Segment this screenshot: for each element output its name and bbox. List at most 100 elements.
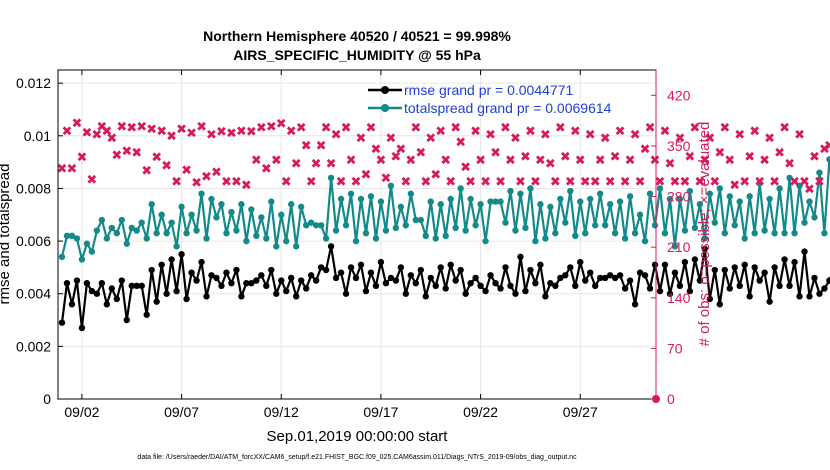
series-point bbox=[347, 190, 355, 197]
series-point bbox=[148, 201, 155, 208]
series-point bbox=[198, 258, 205, 266]
series-point bbox=[771, 229, 778, 237]
obs-count-marker: ✖ bbox=[719, 121, 730, 136]
series-point bbox=[626, 193, 634, 200]
series-point bbox=[796, 293, 803, 300]
series-point bbox=[437, 201, 444, 208]
obs-count-marker: ✖ bbox=[560, 150, 571, 165]
series-point bbox=[651, 261, 659, 268]
series-point bbox=[293, 293, 300, 300]
series-point bbox=[721, 229, 728, 237]
series-point bbox=[527, 185, 534, 192]
series-point bbox=[437, 264, 444, 271]
series-point bbox=[691, 224, 699, 232]
series-point bbox=[447, 261, 454, 268]
series-point bbox=[696, 277, 704, 284]
series-point bbox=[806, 198, 813, 205]
series-point bbox=[337, 195, 345, 203]
series-point bbox=[213, 214, 220, 221]
obs-count-marker: ✖ bbox=[679, 175, 690, 190]
chart-title-line2: AIRS_SPECIFIC_HUMIDITY @ 55 hPa bbox=[233, 47, 481, 63]
series-point bbox=[183, 295, 190, 303]
series-point bbox=[168, 219, 175, 226]
obs-count-marker: ✖ bbox=[630, 128, 641, 143]
series-point bbox=[88, 287, 96, 295]
obs-count-marker: ✖ bbox=[111, 148, 122, 163]
series-point bbox=[372, 282, 380, 290]
series-point bbox=[761, 227, 768, 234]
obs-count-marker: ✖ bbox=[660, 124, 671, 139]
obs-count-marker: ✖ bbox=[256, 121, 267, 136]
series-point bbox=[93, 290, 101, 297]
obs-count-marker: ✖ bbox=[435, 124, 446, 139]
series-point bbox=[123, 240, 130, 247]
series-point bbox=[517, 190, 524, 197]
obs-count-marker: ✖ bbox=[231, 175, 242, 190]
series-point bbox=[422, 293, 429, 300]
series-point bbox=[158, 211, 165, 218]
series-point bbox=[228, 279, 235, 287]
x-tick-label: 09/07 bbox=[164, 404, 199, 420]
obs-count-marker: ✖ bbox=[809, 150, 820, 165]
series-point bbox=[357, 195, 365, 203]
series-point bbox=[263, 282, 270, 290]
series-point bbox=[786, 174, 793, 182]
series-point bbox=[487, 272, 494, 279]
series-point bbox=[113, 295, 121, 303]
series-point bbox=[88, 248, 96, 255]
series-point bbox=[233, 227, 240, 234]
series-point bbox=[123, 316, 130, 324]
series-point bbox=[621, 235, 629, 242]
series-point bbox=[133, 227, 140, 234]
obs-count-marker: ✖ bbox=[575, 153, 586, 168]
series-point bbox=[193, 227, 200, 234]
obs-count-marker: ✖ bbox=[640, 143, 651, 158]
series-point bbox=[203, 235, 210, 242]
series-point bbox=[751, 264, 758, 271]
series-point bbox=[332, 274, 340, 282]
series-point bbox=[312, 222, 320, 229]
series-point bbox=[128, 282, 135, 290]
obs-count-marker: ✖ bbox=[704, 132, 715, 147]
y-right-tick-label: 420 bbox=[667, 87, 691, 103]
series-point bbox=[377, 258, 385, 266]
obs-count-marker: ✖ bbox=[689, 121, 700, 136]
obs-count-marker: ✖ bbox=[460, 161, 471, 176]
obs-count-marker: ✖ bbox=[530, 175, 541, 190]
series-point bbox=[626, 277, 634, 284]
obs-count-marker: ✖ bbox=[445, 175, 456, 190]
series-point bbox=[572, 282, 579, 290]
series-point bbox=[118, 216, 125, 224]
series-point bbox=[397, 264, 405, 271]
obs-count-marker: ✖ bbox=[759, 153, 770, 168]
series-point bbox=[332, 227, 340, 234]
obs-count-marker: ✖ bbox=[261, 162, 272, 177]
series-point bbox=[138, 282, 145, 290]
series-point bbox=[417, 216, 424, 224]
series-point bbox=[796, 182, 803, 190]
series-point bbox=[676, 282, 684, 290]
obs-count-marker: ✖ bbox=[714, 146, 725, 161]
series-point bbox=[567, 187, 574, 195]
obs-count-marker: ✖ bbox=[346, 153, 357, 168]
series-point bbox=[497, 285, 504, 292]
y-left-tick-label: 0.006 bbox=[16, 233, 51, 249]
obs-count-marker: ✖ bbox=[236, 124, 247, 139]
series-point bbox=[412, 216, 420, 224]
series-point bbox=[188, 211, 195, 218]
obs-count-marker: ✖ bbox=[605, 175, 616, 190]
series-point bbox=[173, 243, 180, 250]
series-point bbox=[636, 211, 644, 218]
series-point bbox=[547, 203, 554, 211]
series-point bbox=[567, 264, 574, 271]
series-point bbox=[377, 198, 385, 205]
series-point bbox=[208, 272, 215, 279]
obs-count-marker: ✖ bbox=[819, 143, 830, 158]
series-point bbox=[577, 258, 584, 266]
obs-count-marker: ✖ bbox=[465, 175, 476, 190]
series-point bbox=[532, 237, 539, 245]
series-point bbox=[163, 290, 170, 297]
obs-count-marker: ✖ bbox=[166, 130, 177, 145]
series-point bbox=[557, 274, 564, 282]
y-left-tick-label: 0.002 bbox=[16, 338, 51, 354]
